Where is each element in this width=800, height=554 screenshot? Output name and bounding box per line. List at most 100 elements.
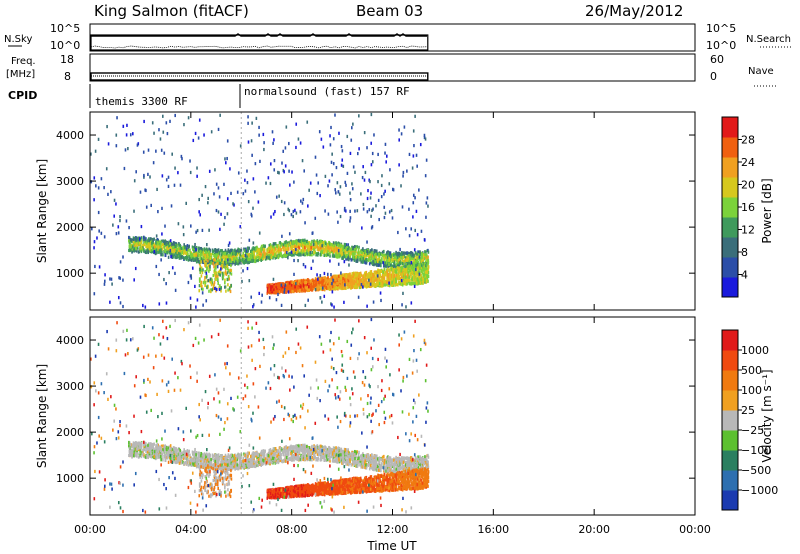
main-band-echo-power	[319, 252, 322, 256]
main-band-echo-power	[230, 260, 233, 264]
nsearch-tick-bottom: 10^0	[706, 39, 736, 52]
main-band-echo-power	[310, 243, 312, 247]
main-band-echo-power	[156, 240, 159, 244]
main-band-echo-power	[398, 251, 401, 255]
main-band-echo-power	[264, 244, 266, 248]
main-band-echo-power	[158, 249, 161, 253]
main-band-echo-power	[209, 254, 212, 258]
main-band-echo-power	[167, 248, 170, 252]
noise-echo-power	[363, 178, 366, 182]
noise-echo-power	[122, 278, 124, 282]
main-band-echo-power	[359, 258, 361, 262]
main-band-echo-power	[286, 249, 289, 253]
main-band-echo-power	[362, 257, 365, 261]
main-band-echo-power	[343, 245, 346, 249]
freq-frame	[89, 53, 696, 82]
noise-echo-power	[302, 197, 305, 202]
lower-echo-power	[362, 275, 364, 279]
station-title: King Salmon (fitACF)	[94, 2, 249, 20]
main-band-echo-power	[334, 249, 337, 253]
main-band-echo-power	[373, 256, 376, 260]
lower-echo-power	[268, 290, 271, 294]
lower-echo-power	[394, 277, 397, 281]
main-band-echo-power	[274, 242, 277, 246]
lower-echo-power	[400, 282, 403, 286]
noise-echo-power	[311, 231, 314, 235]
main-band-echo-power	[420, 259, 423, 263]
noise-echo-power	[398, 138, 400, 142]
main-band-echo-power	[335, 255, 338, 259]
main-band-echo-power	[315, 252, 318, 256]
main-band-echo-power	[361, 260, 364, 264]
early-patch-echo-power	[207, 259, 209, 263]
main-band-echo-power	[427, 248, 429, 253]
lower-echo-power	[330, 286, 333, 291]
noise-echo-power	[251, 153, 253, 157]
main-band-echo-power	[253, 252, 255, 257]
main-band-echo-power	[282, 245, 284, 249]
nsky-tick-bottom: 10^0	[50, 39, 80, 52]
main-band-echo-power	[388, 262, 390, 267]
main-band-echo-power	[308, 249, 310, 253]
main-band-echo-power	[137, 237, 140, 241]
main-band-echo-power	[208, 252, 211, 256]
lower-echo-power	[392, 283, 395, 287]
main-band-echo-power	[387, 264, 390, 269]
main-band-echo-power	[316, 247, 319, 251]
main-band-echo-power	[402, 259, 405, 264]
noise-echo-power	[158, 128, 160, 132]
main-band-echo-power	[287, 243, 290, 248]
noise-echo-power	[301, 159, 304, 163]
main-band-echo-power	[206, 253, 209, 257]
noise-echo-power	[402, 291, 404, 295]
lower-echo-power	[363, 282, 365, 286]
main-band-echo-power	[273, 252, 275, 256]
main-band-echo-power	[359, 255, 362, 260]
nave-tick-bottom: 0	[710, 70, 717, 83]
lower-echo-power	[415, 274, 417, 279]
main-band-echo-power	[142, 244, 144, 248]
main-band-echo-power	[318, 239, 321, 243]
lower-echo-power	[370, 273, 373, 278]
noise-echo-power	[171, 152, 173, 156]
lower-echo-power	[359, 273, 362, 277]
main-band-echo-power	[308, 251, 310, 256]
lower-echo-power	[405, 270, 408, 274]
main-band-echo-power	[177, 251, 180, 256]
main-band-echo-power	[336, 250, 338, 254]
main-band-echo-power	[185, 245, 187, 249]
nsky-line	[91, 33, 427, 37]
main-band-echo-power	[195, 257, 198, 261]
lower-echo-power	[319, 287, 322, 291]
main-band-echo-power	[371, 254, 374, 258]
main-band-echo-power	[319, 243, 321, 247]
main-band-echo-power	[335, 246, 338, 250]
main-band-echo-power	[227, 254, 230, 258]
main-band-echo-power	[143, 243, 146, 247]
main-band-echo-power	[393, 256, 396, 260]
early-patch-echo-power	[204, 283, 206, 288]
main-band-echo-power	[347, 251, 350, 255]
noise-echo-power	[174, 113, 176, 118]
main-band-echo-power	[147, 240, 149, 244]
main-band-echo-power	[412, 256, 415, 260]
main-band-echo-power	[410, 254, 413, 258]
lower-echo-power	[427, 265, 430, 269]
noise-echo-power	[196, 174, 198, 178]
main-band-echo-power	[321, 249, 323, 253]
main-band-echo-power	[295, 250, 298, 255]
lower-echo-power	[317, 288, 319, 292]
main-band-echo-power	[183, 251, 186, 255]
early-patch-echo-power	[230, 283, 233, 288]
main-band-echo-power	[260, 249, 263, 254]
noise-echo-power	[218, 195, 221, 199]
main-band-echo-power	[150, 241, 153, 245]
lower-echo-power	[381, 284, 384, 288]
main-band-echo-power	[369, 253, 372, 257]
noise-echo-power	[177, 222, 180, 226]
main-band-echo-power	[410, 257, 413, 262]
main-band-echo-power	[363, 253, 366, 257]
main-band-echo-power	[175, 242, 178, 246]
lower-echo-power	[292, 280, 295, 285]
main-band-echo-power	[253, 255, 256, 259]
